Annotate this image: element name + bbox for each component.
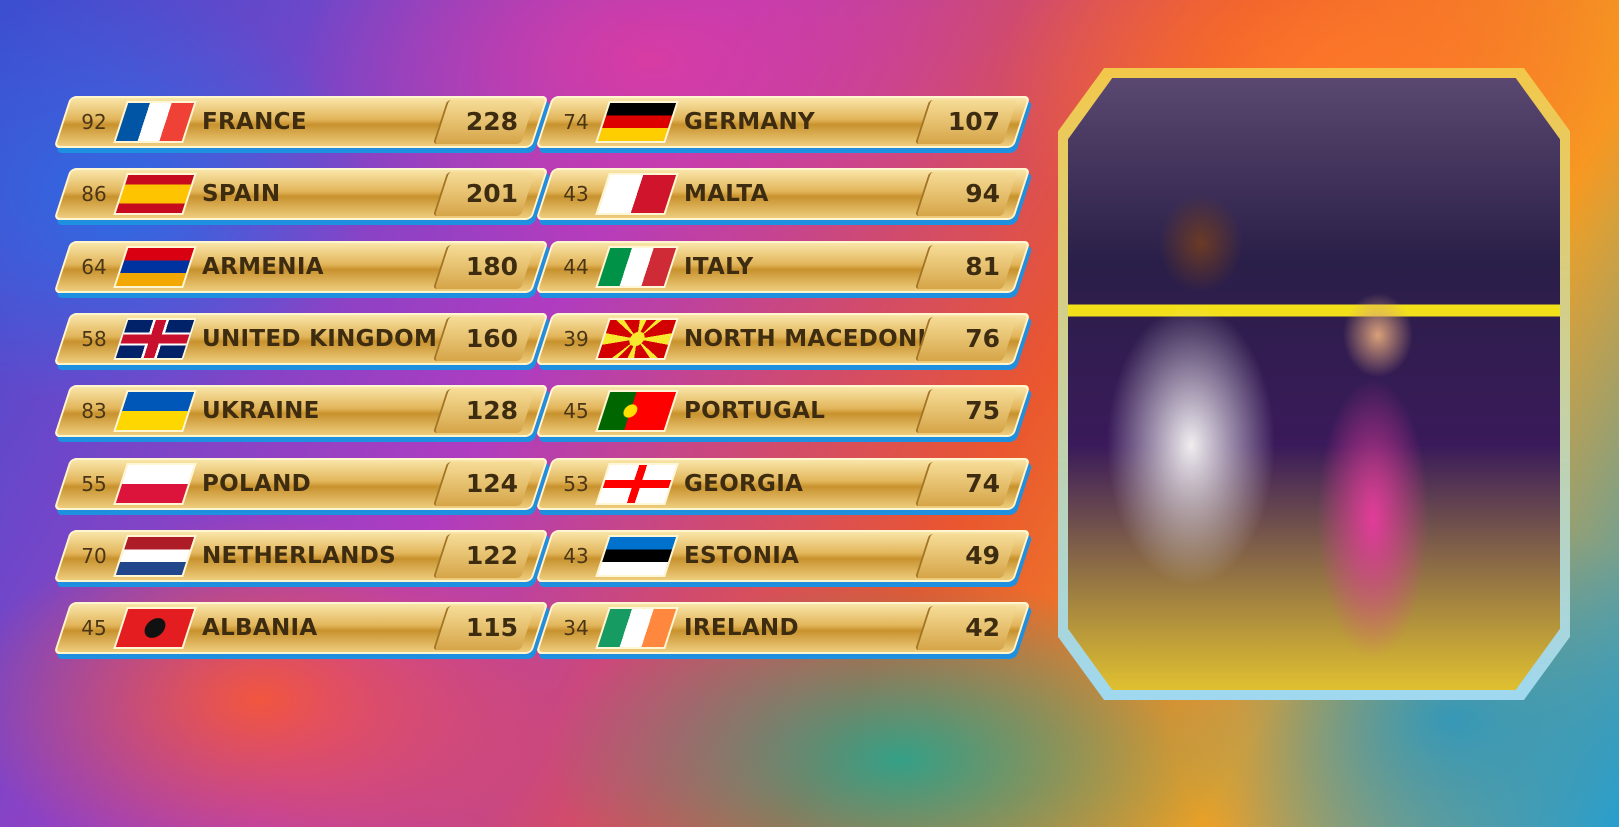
total-score: 75 — [965, 396, 1000, 426]
total-score: 42 — [965, 613, 1000, 643]
total-score: 76 — [965, 323, 1000, 353]
score-row: 64 ARMENIA 180 — [53, 240, 549, 293]
jury-points: 74 — [563, 110, 589, 134]
country-name: GERMANY — [684, 109, 815, 135]
country-flag — [595, 101, 679, 143]
country-name: PORTUGAL — [684, 398, 826, 425]
total-score: 122 — [465, 540, 518, 570]
jury-points: 39 — [563, 326, 589, 351]
country-flag — [595, 245, 679, 288]
country-flag — [113, 390, 197, 433]
score-row: 34 IRELAND 42 — [535, 602, 1031, 655]
jury-points: 70 — [81, 543, 107, 568]
total-score: 128 — [465, 396, 518, 426]
jury-points: 53 — [563, 471, 589, 496]
score-row: 70 NETHERLANDS 122 — [53, 529, 549, 582]
score-row: 39 NORTH MACEDONIA 76 — [535, 312, 1031, 365]
country-flag — [595, 173, 679, 216]
country-name: SPAIN — [202, 181, 281, 208]
country-flag — [113, 173, 197, 216]
total-score: 49 — [965, 540, 1000, 570]
total-score: 107 — [947, 107, 1000, 136]
country-flag — [113, 317, 197, 360]
country-flag — [113, 607, 197, 650]
country-flag — [113, 462, 197, 505]
country-name: ALBANIA — [202, 615, 318, 642]
country-name: ARMENIA — [202, 253, 324, 280]
total-score: 228 — [465, 107, 518, 136]
country-name: NETHERLANDS — [202, 542, 396, 569]
jury-points: 43 — [563, 543, 589, 568]
score-row: 74 GERMANY 107 — [535, 96, 1031, 148]
total-score: 74 — [965, 468, 1000, 498]
country-name: ESTONIA — [684, 542, 800, 569]
country-flag — [113, 245, 197, 288]
score-row: 92 FRANCE 228 — [53, 96, 549, 148]
country-name: FRANCE — [202, 109, 307, 135]
total-score: 94 — [965, 179, 1000, 209]
country-flag — [595, 462, 679, 505]
jury-points: 55 — [81, 471, 107, 496]
country-flag — [595, 390, 679, 433]
jury-points: 83 — [81, 399, 107, 424]
country-name: NORTH MACEDONIA — [684, 325, 945, 352]
score-row: 45 PORTUGAL 75 — [535, 385, 1031, 438]
score-row: 43 ESTONIA 49 — [535, 529, 1031, 582]
video-feed — [1068, 78, 1560, 690]
score-row: 44 ITALY 81 — [535, 240, 1031, 293]
jury-points: 86 — [81, 182, 107, 207]
total-score: 201 — [465, 179, 518, 209]
country-name: GEORGIA — [684, 470, 804, 497]
country-flag — [113, 101, 197, 143]
country-name: POLAND — [202, 470, 312, 497]
score-row: 45 ALBANIA 115 — [53, 602, 549, 655]
total-score: 81 — [965, 251, 1000, 281]
country-name: ITALY — [684, 253, 754, 280]
total-score: 180 — [465, 251, 518, 281]
video-frame — [1058, 68, 1570, 700]
score-row: 55 POLAND 124 — [53, 457, 549, 510]
country-flag — [595, 607, 679, 650]
score-row: 86 SPAIN 201 — [53, 168, 549, 221]
country-name: UKRAINE — [202, 398, 320, 425]
jury-points: 44 — [563, 254, 589, 279]
country-flag — [595, 317, 679, 360]
jury-points: 45 — [563, 399, 589, 424]
score-row: 83 UKRAINE 128 — [53, 385, 549, 438]
score-row: 43 MALTA 94 — [535, 168, 1031, 221]
total-score: 115 — [465, 613, 518, 643]
jury-points: 43 — [563, 182, 589, 207]
country-name: IRELAND — [684, 615, 799, 642]
score-row: 53 GEORGIA 74 — [535, 457, 1031, 510]
country-flag — [113, 534, 197, 577]
total-score: 124 — [465, 468, 518, 498]
jury-points: 58 — [81, 326, 107, 351]
jury-points: 92 — [81, 110, 107, 134]
jury-points: 45 — [81, 616, 107, 641]
score-row: 58 UNITED KINGDOM 160 — [53, 312, 549, 365]
country-name: UNITED KINGDOM — [202, 325, 438, 352]
country-flag — [595, 534, 679, 577]
jury-points: 64 — [81, 254, 107, 279]
country-name: MALTA — [684, 181, 769, 208]
total-score: 160 — [465, 323, 518, 353]
jury-points: 34 — [563, 616, 589, 641]
